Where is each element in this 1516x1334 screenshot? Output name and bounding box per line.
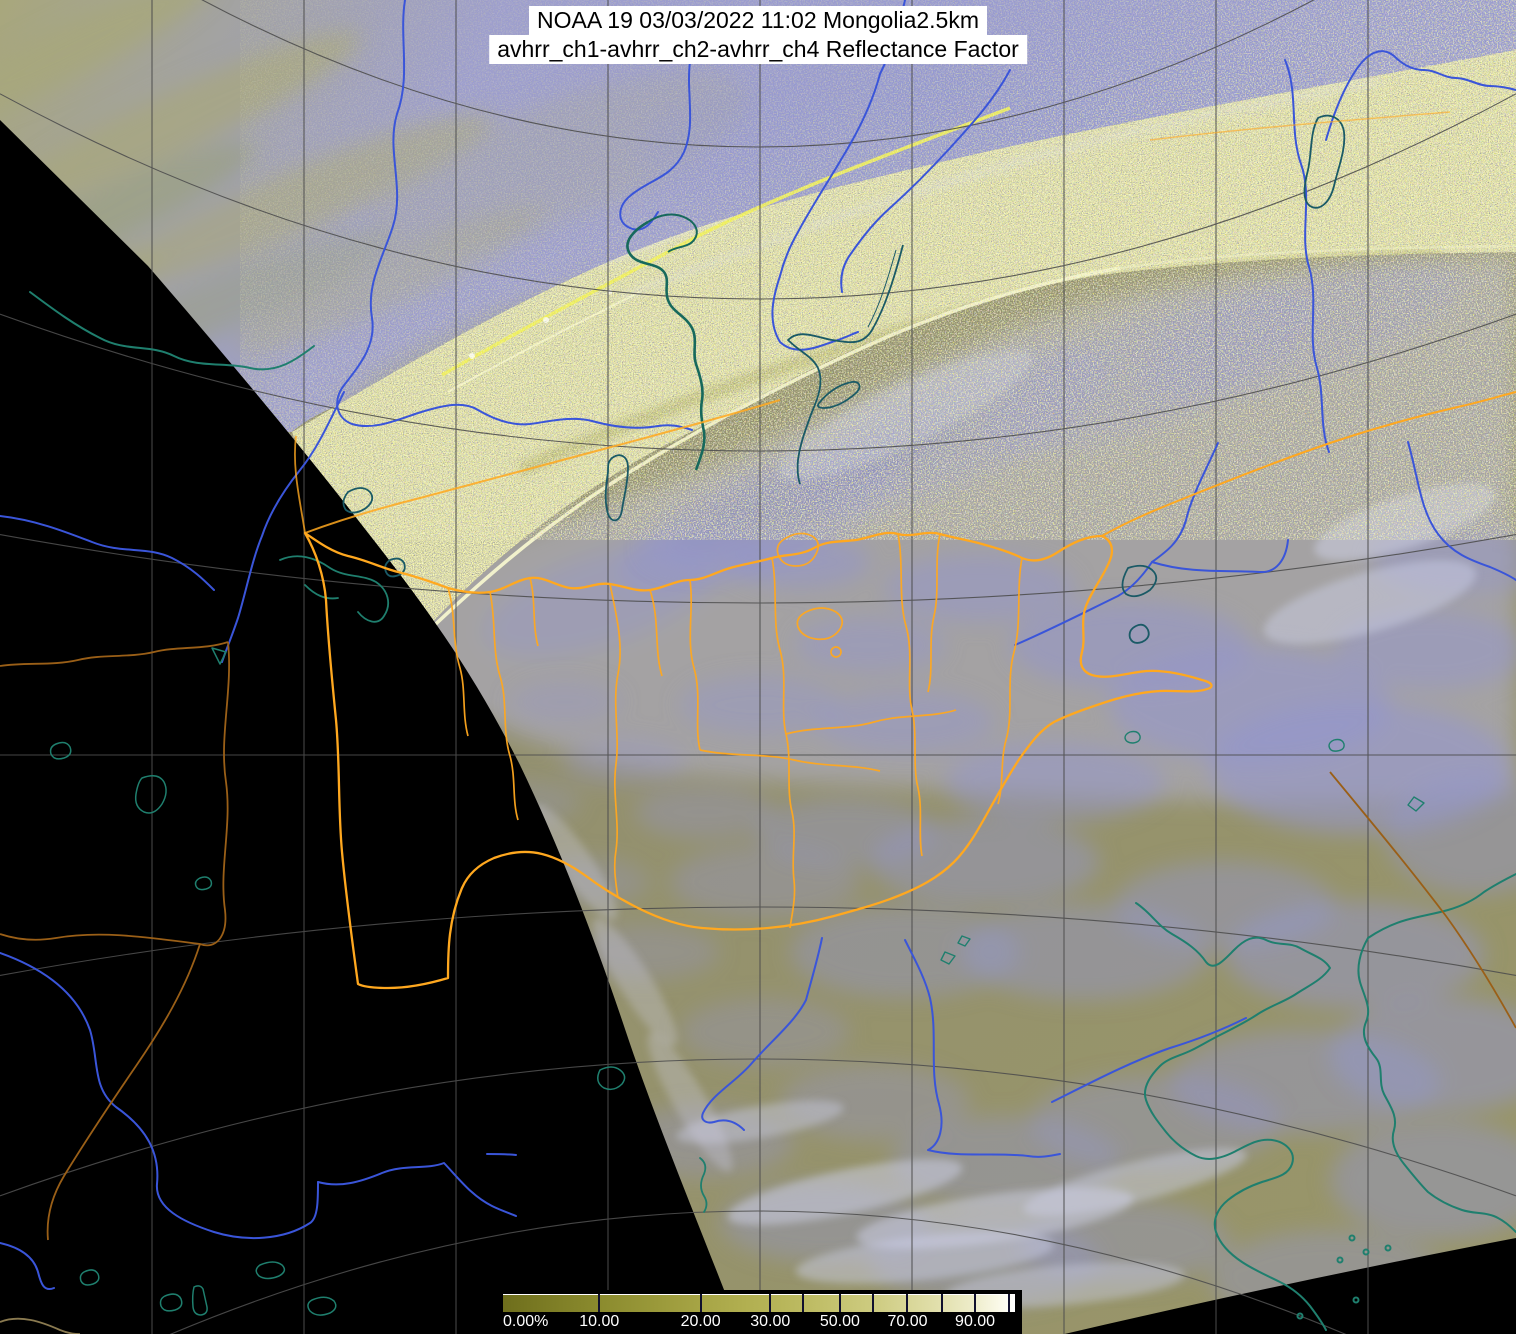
colorbar-tick [906,1294,909,1312]
graticule-parallel [169,1210,1347,1334]
colorbar-tick [941,1294,944,1312]
colorbar-tick [699,1294,702,1312]
border-russia-china-ne [1101,391,1516,537]
colorbar-label: 10.00 [579,1313,620,1330]
graticule-parallel [0,93,1516,300]
colorbar-tick [1007,1294,1010,1312]
graticule-parallel [0,534,1516,604]
rivers-blue [0,0,1516,1290]
rivers-lakes-dark [342,114,1346,644]
graticule-parallel [0,1058,1516,1197]
border-through-band [304,399,781,534]
colorbar-label: 90.00 [955,1313,996,1330]
borders-orange [294,111,1516,990]
mongolia-outline [303,531,1213,990]
colorbar-label: 30.00 [750,1313,791,1330]
image-title-line1: NOAA 19 03/03/2022 11:02 Mongolia2.5km [529,6,987,35]
colorbar-label: 0.00% [503,1313,549,1330]
speckle-noise [240,0,1516,540]
colorbar-gradient [503,1294,1015,1312]
colorbar-tick [598,1294,601,1312]
image-title-line2: avhrr_ch1-avhrr_ch2-avhrr_ch4 Reflectanc… [489,35,1027,64]
colorbar-label: 70.00 [887,1313,928,1330]
graticule-parallel [0,906,1516,976]
coastlines-teal [29,291,1516,1331]
colorbar-label: 50.00 [819,1313,860,1330]
colorbar-tick [769,1294,772,1312]
graticule-parallel [0,313,1516,452]
graticule-parallel [201,0,1315,148]
mongolia-province-borders [447,532,1023,929]
colorbar-tick [838,1294,841,1312]
colorbar-label: 20.00 [680,1313,721,1330]
colorbar-tick [802,1294,805,1312]
colorbar-tick [974,1294,977,1312]
colorbar: 0.00% 10.00 20.00 30.00 50.00 70.00 90.00 [498,1290,1022,1334]
colorbar-tick [871,1294,874,1312]
scan-edge-black [0,119,1516,1334]
borders-dim [0,641,1516,1334]
